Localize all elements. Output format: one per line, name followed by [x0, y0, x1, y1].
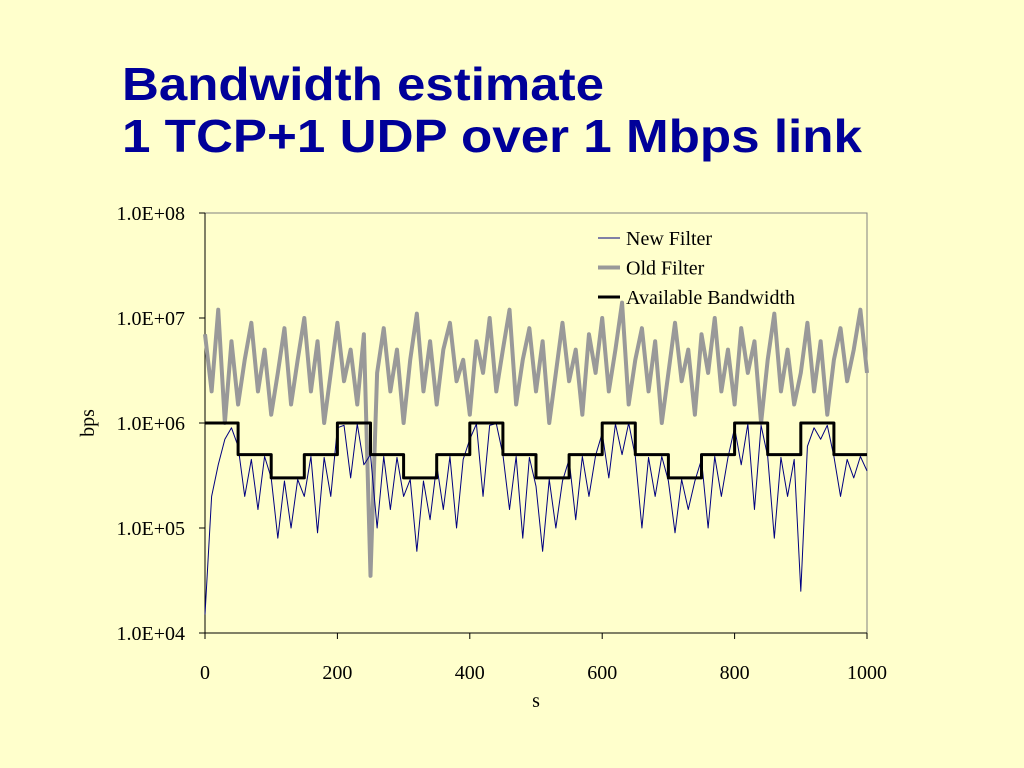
legend-label: Old Filter: [626, 258, 705, 280]
series-line: [205, 421, 867, 480]
legend-label: New Filter: [626, 228, 712, 250]
x-tick-label: 1000: [847, 662, 887, 684]
x-tick-label: 0: [200, 662, 210, 684]
y-tick-label: 1.0E+04: [117, 623, 186, 645]
y-tick-label: 1.0E+06: [117, 413, 186, 435]
y-tick-label: 1.0E+05: [117, 518, 186, 540]
y-tick-label: 1.0E+08: [117, 203, 186, 225]
x-tick-label: 400: [455, 662, 485, 684]
x-tick-label: 600: [587, 662, 617, 684]
legend-label: Available Bandwidth: [626, 287, 795, 309]
chart-subtitle: 1 TCP+1 UDP over 1 Mbps link: [122, 110, 862, 162]
x-axis-label: s: [532, 690, 540, 712]
chart-title: Bandwidth estimate: [122, 58, 604, 110]
series-line: [203, 300, 869, 578]
series-line: [204, 422, 868, 615]
x-tick-label: 200: [322, 662, 352, 684]
y-axis-label: bps: [77, 409, 99, 437]
x-tick-label: 800: [720, 662, 750, 684]
y-tick-label: 1.0E+07: [117, 308, 186, 330]
